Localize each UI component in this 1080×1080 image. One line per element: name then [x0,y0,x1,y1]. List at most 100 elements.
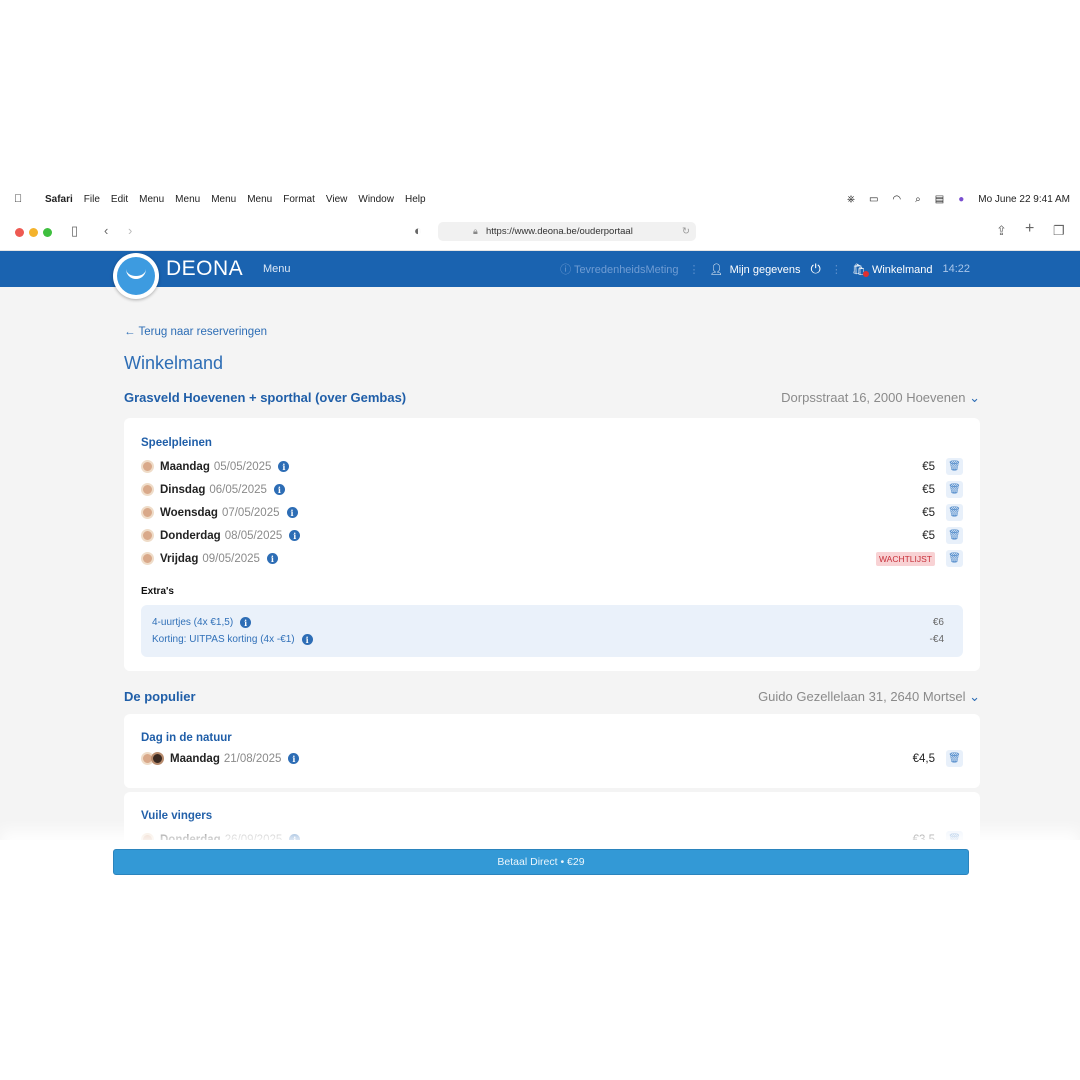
date: 09/05/2025 [202,552,260,565]
mac-menubar:  Safari File Edit Menu Menu Menu Menu F… [0,185,1080,213]
reservation-row: Vrijdag 09/05/2025 i WACHTLIJST 🗑︎ [141,547,963,570]
address-bar[interactable]: 🔒︎ https://www.deona.be/ouderportaal ↻ [438,222,696,241]
siri-icon[interactable]: ● [958,193,965,205]
apple-icon[interactable]:  [14,193,34,205]
activity-title: Speelpleinen [141,437,212,449]
lock-icon: 🔒︎ [473,226,478,236]
browser-toolbar: ▯ ‹ › ◐ 🔒︎ https://www.deona.be/ouderpor… [0,213,1080,251]
location-name: Grasveld Hoevenen + sporthal (over Gemba… [124,390,407,405]
maximize-window-button[interactable] [43,228,52,237]
sidebar-icon[interactable]: ▯ [71,223,79,238]
reload-icon[interactable]: ↻ [682,226,690,237]
extra-label: 4-uurtjes (4x €1,5) [152,617,234,628]
trash-icon[interactable]: 🗑︎ [946,458,963,475]
trash-icon[interactable]: 🗑︎ [946,504,963,521]
share-icon[interactable]: ⇪ [996,223,1007,238]
child-avatar [141,460,154,473]
chevron-down-icon[interactable]: ⌄ [969,390,980,405]
activity-card: Dag in de natuur Maandag 21/08/2025 i €4,5 🗑… [124,714,980,788]
pay-button[interactable]: Betaal Direct • €29 [113,849,969,875]
trash-icon[interactable]: 🗑︎ [946,750,963,767]
privacy-shield-icon[interactable]: ◐ [414,223,422,238]
cart-bag-icon: 🛍︎ [852,264,869,277]
day: Dinsdag [160,483,206,496]
date: 08/05/2025 [224,529,283,542]
info-icon[interactable]: i [288,753,300,764]
cart-label: Winkelmand [871,263,933,276]
menu-view[interactable]: View [325,193,348,205]
new-tab-icon[interactable]: + [1025,220,1035,237]
activity-title: Vuile vingers [141,810,213,822]
control-center-icon[interactable]: ▤ [934,193,945,205]
menu-edit[interactable]: Edit [110,193,129,205]
location-address: Dorpsstraat 16, 2000 Hoevenen ⌄ [781,390,980,405]
survey-link[interactable]: ⓘ TevredenheidsMeting [560,261,678,277]
info-icon[interactable]: i [301,634,313,645]
price: €5 [922,506,935,519]
activity-title: Dag in de natuur [141,732,232,744]
trash-icon[interactable]: 🗑︎ [946,481,963,498]
info-icon[interactable]: i [266,553,278,564]
divider: ⋮ [830,263,842,276]
account-link[interactable]: 👤︎ Mijn gegevens [710,263,801,276]
close-window-button[interactable] [15,228,24,237]
menu-link[interactable]: Menu [263,263,291,275]
trash-icon[interactable]: 🗑︎ [946,550,963,567]
menu-app[interactable]: Safari [45,193,73,205]
menu-item[interactable]: Menu [175,193,201,205]
menu-file[interactable]: File [83,193,100,205]
brand-name[interactable]: DEONA [166,257,244,280]
battery-icon[interactable]: ▭ [868,193,879,205]
logout-icon[interactable]: ⏻ [810,261,821,276]
date: 21/08/2025 [223,752,282,765]
menu-item[interactable]: Menu [247,193,273,205]
price: €5 [922,483,935,496]
divider: ⋮ [688,263,700,276]
child-avatar [141,483,154,496]
cart-timer: 14:22 [942,263,970,275]
menu-item[interactable]: Menu [211,193,237,205]
info-icon[interactable]: i [278,461,290,472]
menu-help[interactable]: Help [404,193,426,205]
location-header[interactable]: Grasveld Hoevenen + sporthal (over Gemba… [124,390,980,406]
extras-title: Extra's [141,586,174,597]
waitlist-badge: WACHTLIJST [875,551,935,566]
page-title: Winkelmand [124,353,224,373]
chevron-down-icon[interactable]: ⌄ [969,689,980,704]
info-icon[interactable]: i [273,484,285,495]
reservation-row: Maandag 21/08/2025 i €4,5 🗑︎ [141,747,963,770]
user-icon: 👤︎ [709,263,724,276]
wifi-icon[interactable]: ◠ [892,193,902,205]
tabs-overview-icon[interactable]: ❐ [1053,223,1065,238]
child-avatar [151,752,164,765]
status-icon[interactable]: ⎈ [846,193,855,205]
price: €4,5 [912,752,935,765]
location-header[interactable]: De populier Guido Gezellelaan 31, 2640 M… [124,689,980,705]
extra-row: 4-uurtjes (4x €1,5) i €6 [152,614,944,631]
info-icon[interactable]: i [240,617,252,628]
minimize-window-button[interactable] [29,228,38,237]
deona-logo[interactable] [113,253,159,299]
date: 05/05/2025 [213,460,272,473]
trash-icon[interactable]: 🗑︎ [946,527,963,544]
reservation-row: Woensdag 07/05/2025 i €5 🗑︎ [141,501,963,524]
date: 07/05/2025 [221,506,280,519]
menu-item[interactable]: Menu [139,193,165,205]
menu-window[interactable]: Window [358,193,394,205]
day: Maandag [160,460,210,473]
extras-box: 4-uurtjes (4x €1,5) i €6 Korting: UITPAS k… [141,605,963,657]
clock: Mo June 22 9:41 AM [978,193,1070,205]
info-icon[interactable]: i [289,530,301,541]
cart-link[interactable]: 🛍︎ Winkelmand [852,263,933,277]
info-icon[interactable]: i [286,507,298,518]
back-icon[interactable]: ‹ [104,223,109,238]
extra-value: -€4 [929,634,944,645]
extra-row: Korting: UITPAS korting (4x -€1) i -€4 [152,631,944,648]
location-name: De populier [124,689,196,704]
forward-icon[interactable]: › [128,223,133,238]
menu-format[interactable]: Format [283,193,315,205]
search-icon[interactable]: ⌕ [915,193,921,205]
day: Vrijdag [160,552,199,565]
info-icon[interactable]: i [289,834,301,845]
back-link[interactable]: ← Terug naar reserveringen [124,326,267,338]
